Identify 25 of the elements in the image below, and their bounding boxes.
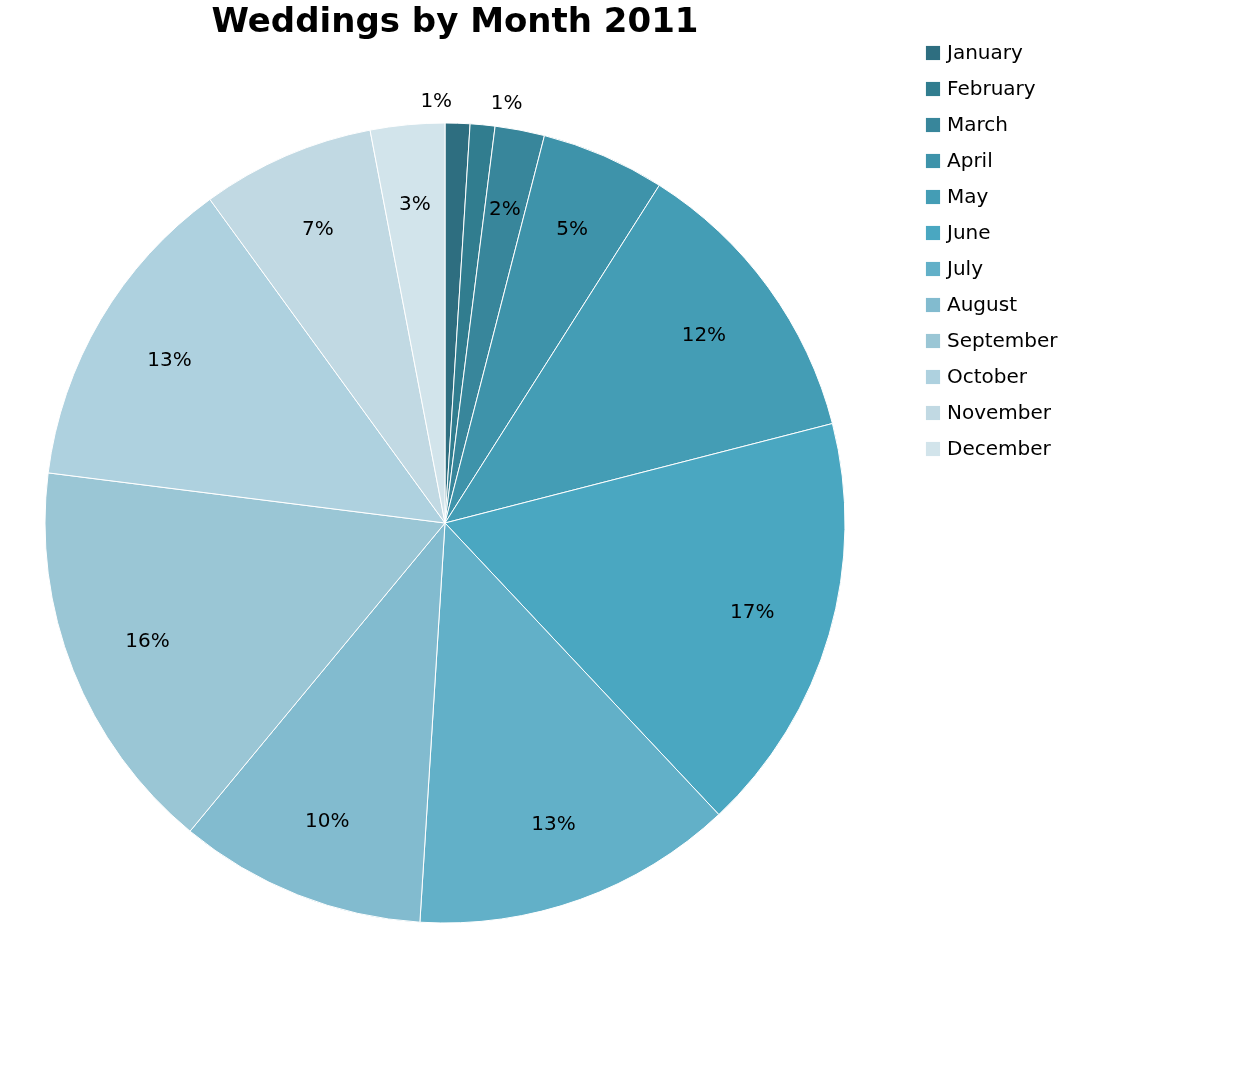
- data-label: 17%: [730, 599, 775, 624]
- data-label: 13%: [147, 347, 192, 372]
- data-label: 3%: [399, 191, 431, 216]
- legend-label: April: [947, 148, 993, 172]
- legend-label: May: [947, 184, 989, 208]
- data-label: 12%: [681, 321, 727, 346]
- data-label: 10%: [304, 807, 350, 832]
- legend-label: February: [947, 76, 1036, 100]
- legend-label: September: [947, 328, 1059, 352]
- data-label: 13%: [531, 811, 576, 836]
- data-label: 7%: [302, 216, 334, 241]
- legend-label: October: [947, 364, 1028, 388]
- legend-label: June: [945, 220, 991, 244]
- chart-title: Weddings by Month 2011: [211, 0, 699, 40]
- legend-label: December: [947, 436, 1052, 460]
- data-label: 5%: [556, 216, 588, 241]
- data-label: 16%: [125, 627, 170, 652]
- legend-label: July: [945, 256, 984, 280]
- data-label: 2%: [489, 195, 521, 220]
- legend-label: November: [947, 400, 1052, 424]
- data-label: 1%: [420, 88, 453, 113]
- legend-label: August: [947, 292, 1018, 316]
- legend-label: January: [945, 40, 1023, 64]
- legend-label: March: [947, 112, 1008, 136]
- data-label: 1%: [490, 89, 523, 114]
